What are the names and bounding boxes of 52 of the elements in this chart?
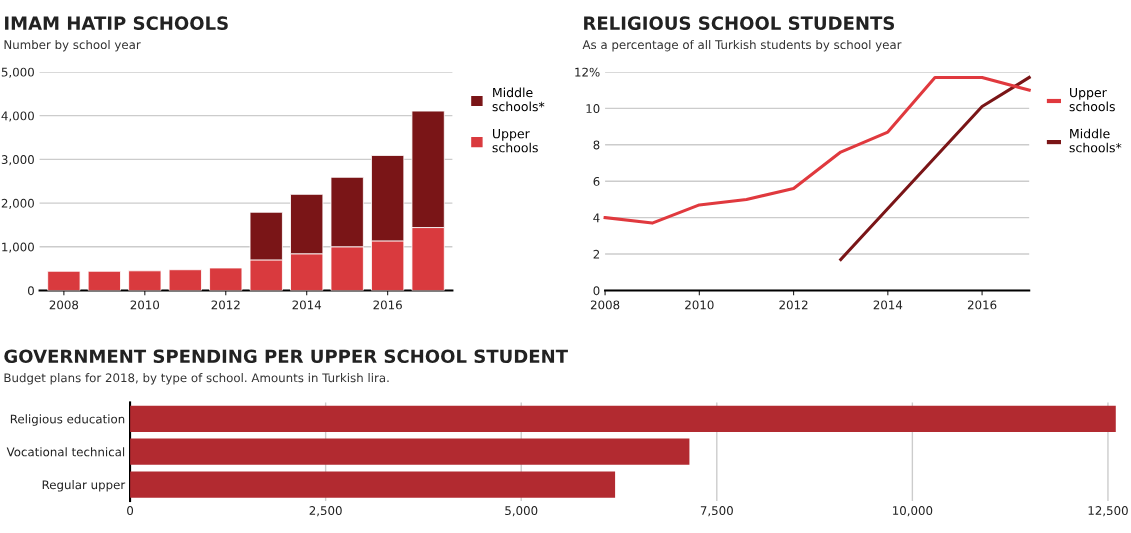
y-tick-label: 12% xyxy=(575,67,600,77)
x-tick-label: 2016 xyxy=(373,300,402,310)
legend-label: Upper schools xyxy=(1069,87,1115,112)
x-tick-label: 5,000 xyxy=(505,506,538,517)
y-tick-label: Regular upper xyxy=(42,480,126,492)
y-tick-label: 2,000 xyxy=(1,198,34,209)
chart-subtitle: Budget plans for 2018, by type of school. Amounts in Turkish lira. xyxy=(4,373,389,385)
chart-subtitle: As a percentage of all Turkish students by school year xyxy=(582,39,902,52)
y-tick-label: 2 xyxy=(593,249,600,259)
bar xyxy=(130,405,1116,432)
x-tick-label: 2008 xyxy=(590,300,620,310)
x-tick-label: 2,500 xyxy=(309,506,342,517)
x-tick-label: 2012 xyxy=(211,300,240,310)
line-series xyxy=(603,75,1031,225)
line-series xyxy=(839,75,1031,262)
bar xyxy=(47,270,81,291)
x-tick-label: 2010 xyxy=(130,300,160,310)
x-tick-label: 7,500 xyxy=(700,506,733,517)
bar xyxy=(168,269,202,291)
y-tick-label: 8 xyxy=(593,140,600,150)
y-tick-label: Vocational technical xyxy=(6,447,125,457)
y-tick-label: 4,000 xyxy=(1,111,34,122)
x-tick-label: 2014 xyxy=(292,300,322,310)
x-tick-label: 2008 xyxy=(49,300,79,310)
y-tick-label: 0 xyxy=(593,286,600,296)
y-tick-label: Religious education xyxy=(10,414,125,426)
chart-title: IMAM HATIP SCHOOLS xyxy=(5,16,228,30)
y-tick-label: 4 xyxy=(593,213,600,223)
chart-subtitle: Number by school year xyxy=(4,39,141,52)
chart-title: RELIGIOUS SCHOOL STUDENTS xyxy=(584,16,895,30)
x-tick-label: 2016 xyxy=(967,300,997,310)
x-tick-label: 12,500 xyxy=(1088,506,1128,517)
y-tick-label: 5,000 xyxy=(1,67,34,78)
legend-label: Middle schools* xyxy=(1069,128,1122,153)
x-tick-label: 2010 xyxy=(685,300,714,310)
bar xyxy=(130,471,616,498)
bar xyxy=(87,270,121,291)
legend-label: Upper schools xyxy=(492,129,538,153)
bar xyxy=(128,270,162,291)
x-tick-label: 2012 xyxy=(779,300,808,310)
y-tick-label: 1,000 xyxy=(2,242,34,253)
x-tick-label: 2014 xyxy=(873,300,903,310)
x-tick-label: 0 xyxy=(127,506,134,516)
x-tick-label: 10,000 xyxy=(893,506,933,517)
bar xyxy=(209,267,243,291)
bar xyxy=(130,438,690,465)
y-tick-label: 6 xyxy=(593,176,600,186)
y-tick-label: 10 xyxy=(586,104,600,114)
y-tick-label: 3,000 xyxy=(1,155,34,166)
chart-title: GOVERNMENT SPENDING PER UPPER SCHOOL STUDENT xyxy=(4,349,568,364)
y-tick-label: 0 xyxy=(27,286,34,296)
legend-label: Middle schools* xyxy=(492,87,545,112)
